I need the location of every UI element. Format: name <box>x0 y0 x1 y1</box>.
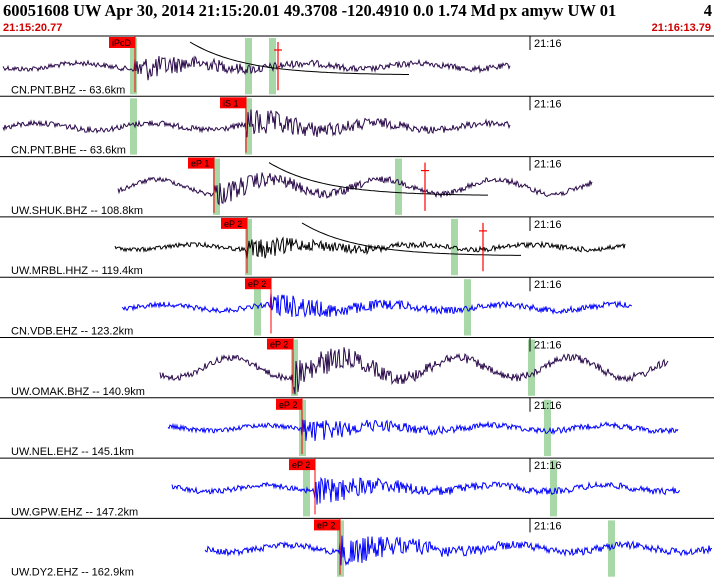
waveform <box>117 172 593 206</box>
phase-marker <box>451 218 458 276</box>
station-label: UW.DY2.EHZ -- 162.9km <box>11 567 134 578</box>
minute-label: 21:16 <box>534 460 562 472</box>
waveform <box>114 236 626 260</box>
minute-label: 21:16 <box>534 340 562 352</box>
coda-decay-curve <box>301 222 521 256</box>
phase-pick-flag[interactable] <box>221 217 247 229</box>
minute-label: 21:16 <box>534 279 562 291</box>
waveform <box>167 419 679 441</box>
minute-label: 21:16 <box>534 98 562 110</box>
minute-label: 21:16 <box>534 38 562 50</box>
phase-marker <box>245 98 252 155</box>
phase-marker <box>608 520 615 577</box>
phase-marker <box>269 38 276 95</box>
trace-row[interactable]: 21:16 iS 1 CN.PNT.BHE -- 63.6km <box>0 95 714 157</box>
phase-pick-flag[interactable] <box>276 398 302 410</box>
phase-pick-label: eP 2 <box>279 400 297 410</box>
trace-row[interactable]: 21:16 eP 2 UW.DY2.EHZ -- 162.9km <box>0 517 714 578</box>
waveform <box>121 292 633 319</box>
trace-row[interactable]: 21:16 eP 2 CN.VDB.EHZ -- 123.2km <box>0 276 714 338</box>
station-label: UW.NEL.EHZ -- 145.1km <box>11 446 134 458</box>
station-label: UW.SHUK.BHZ -- 108.8km <box>11 205 143 217</box>
minute-label: 21:16 <box>534 219 562 231</box>
coda-decay-curve <box>189 41 409 75</box>
phase-marker <box>550 460 557 517</box>
phase-pick-label: eP 2 <box>317 520 335 530</box>
station-label: CN.PNT.BHE -- 63.6km <box>11 145 126 157</box>
phase-marker <box>395 158 402 215</box>
coda-decay-curve <box>268 162 488 196</box>
phase-pick-label: eP 2 <box>248 279 266 289</box>
phase-pick-flag[interactable] <box>289 459 315 471</box>
phase-pick-flag[interactable] <box>188 157 214 169</box>
minute-label: 21:16 <box>534 520 562 532</box>
phase-marker <box>544 399 551 457</box>
phase-pick-flag[interactable] <box>109 37 135 48</box>
phase-pick-flag[interactable] <box>314 519 340 531</box>
waveform <box>159 347 669 395</box>
phase-marker <box>528 339 535 396</box>
phase-pick-label: eP 2 <box>292 460 310 470</box>
event-index: 4 <box>703 1 712 20</box>
trace-row[interactable]: 21:16 eP 2 UW.NEL.EHZ -- 145.1km <box>0 397 714 458</box>
trace-row[interactable]: 21:16 eP 2 UW.MRBL.HHZ -- 119.4km <box>0 216 714 277</box>
waveform <box>2 55 511 81</box>
start-time-label: 21:15:20.77 <box>3 22 63 34</box>
phase-pick-label: eP 2 <box>224 219 242 229</box>
minute-label: 21:16 <box>534 400 562 412</box>
phase-marker <box>130 98 137 155</box>
event-header-title: 60051608 UW Apr 30, 2014 21:15:20.01 49.… <box>3 1 617 20</box>
waveform <box>2 109 511 138</box>
station-label: CN.VDB.EHZ -- 123.2km <box>11 326 133 338</box>
trace-row[interactable]: 21:16 eP 2 UW.GPW.EHZ -- 147.2km <box>0 457 714 518</box>
phase-pick-flag[interactable] <box>267 338 293 350</box>
waveform <box>204 535 713 566</box>
phase-marker <box>464 279 471 336</box>
phase-pick-flag[interactable] <box>220 97 246 109</box>
station-label: UW.GPW.EHZ -- 147.2km <box>11 506 138 518</box>
station-label: UW.MRBL.HHZ -- 119.4km <box>11 265 143 277</box>
phase-pick-label: iS 1 <box>223 98 239 108</box>
trace-row[interactable]: 21:16 iPcD CN.PNT.BHZ -- 63.6km <box>0 35 714 96</box>
phase-pick-label: iPcD <box>112 38 132 48</box>
phase-marker <box>130 38 137 95</box>
station-label: CN.PNT.BHZ -- 63.6km <box>11 84 125 96</box>
trace-row[interactable]: 21:16 eP 1 UW.SHUK.BHZ -- 108.8km <box>0 156 714 217</box>
phase-pick-label: eP 2 <box>270 340 288 350</box>
phase-pick-flag[interactable] <box>245 278 271 290</box>
trace-row[interactable]: 21:16 eP 2 UW.OMAK.BHZ -- 140.9km <box>0 337 714 398</box>
end-time-label: 21:16:13.79 <box>651 22 711 34</box>
phase-pick-label: eP 1 <box>191 159 209 169</box>
waveform <box>171 476 681 505</box>
minute-label: 21:16 <box>534 159 562 171</box>
phase-marker <box>291 339 298 396</box>
station-label: UW.OMAK.BHZ -- 140.9km <box>11 386 145 398</box>
